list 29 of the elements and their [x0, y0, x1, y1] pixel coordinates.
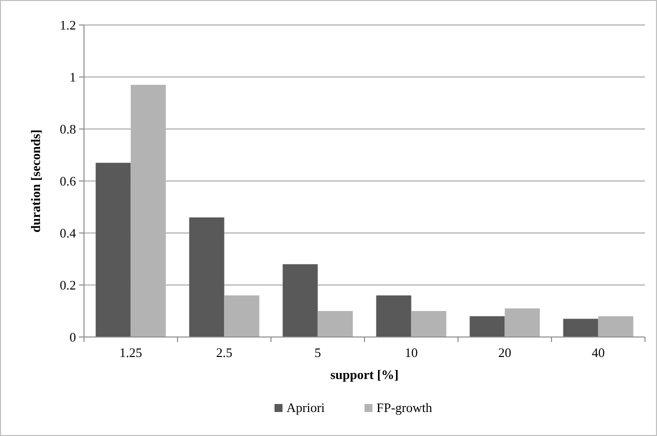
bar: [282, 264, 318, 337]
x-tick-label: 20: [498, 345, 512, 360]
x-tick-label: 40: [592, 345, 605, 360]
bar: [189, 217, 224, 337]
legend-label: Apriori: [286, 400, 326, 415]
bar: [598, 316, 634, 337]
y-tick-label: 1.2: [60, 18, 76, 33]
x-tick-label: 1.25: [119, 345, 142, 360]
x-axis-title: support [%]: [330, 367, 399, 382]
y-axis-title: duration [seconds]: [28, 130, 43, 232]
bar: [470, 316, 505, 337]
y-tick-label: 0.6: [60, 174, 76, 189]
x-tick-label: 5: [314, 345, 321, 360]
legend-label: FP-growth: [376, 400, 433, 415]
x-tick-label: 10: [404, 345, 418, 360]
y-tick-label: 0: [70, 330, 76, 345]
y-tick-label: 0.2: [60, 278, 76, 293]
bar: [563, 318, 598, 337]
bar: [130, 84, 166, 337]
bar: [411, 311, 446, 337]
y-tick-label: 1: [70, 70, 76, 85]
bar: [96, 162, 131, 337]
bar: [504, 308, 540, 337]
bar: [318, 311, 353, 337]
y-tick-label: 0.4: [60, 226, 76, 241]
x-tick-label: 2.5: [216, 345, 232, 360]
y-tick-label: 0.8: [60, 122, 76, 137]
bar: [376, 295, 412, 337]
bar: [224, 295, 260, 337]
